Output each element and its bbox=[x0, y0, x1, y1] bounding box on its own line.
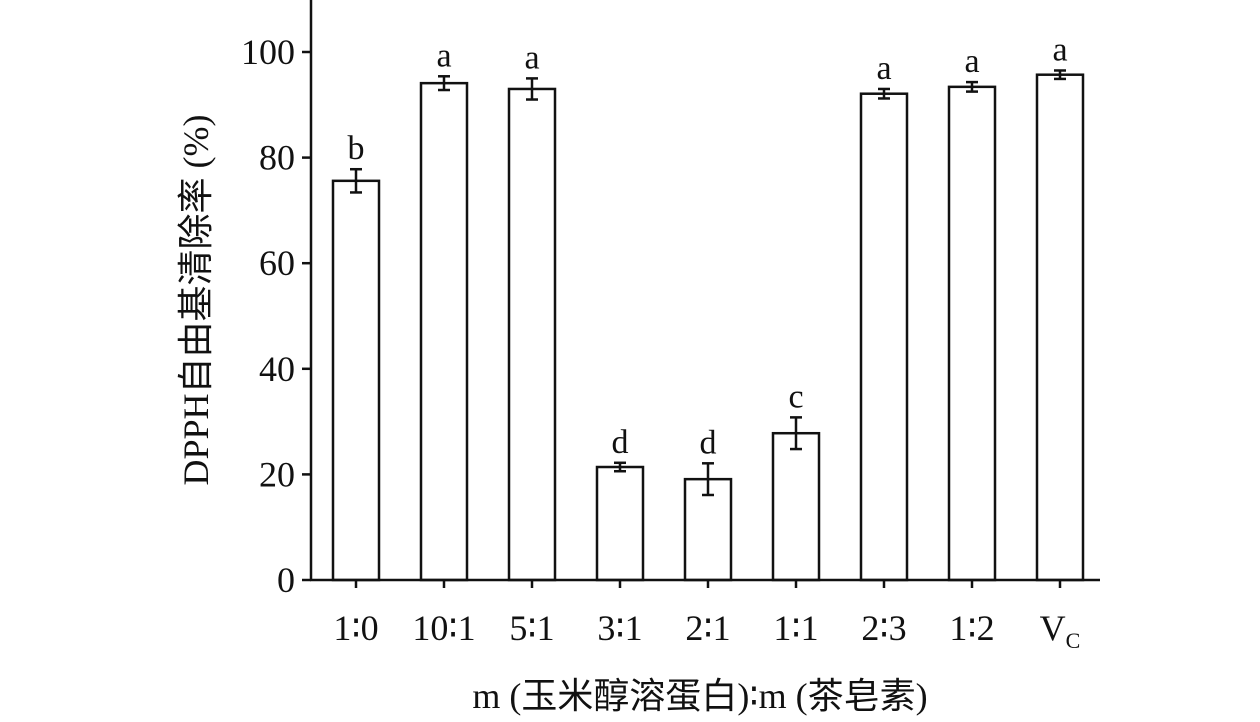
significance-labels-layer: b a a d d c a a a bbox=[348, 31, 1068, 461]
y-tick-label: 80 bbox=[259, 138, 295, 178]
significance-label: a bbox=[876, 50, 891, 87]
significance-label: a bbox=[964, 43, 979, 80]
x-tick-label: 2∶1 bbox=[685, 608, 730, 648]
bars-layer bbox=[331, 73, 1085, 582]
x-tick-label: 1∶1 bbox=[773, 608, 818, 648]
bar bbox=[595, 465, 645, 582]
significance-label: b bbox=[348, 130, 365, 167]
bar bbox=[331, 179, 381, 582]
x-axis-title: m (玉米醇溶蛋白)∶m (茶皂素) bbox=[472, 676, 927, 716]
significance-label: c bbox=[788, 378, 803, 415]
x-tick-label: 1∶0 bbox=[333, 608, 378, 648]
y-tick-label: 20 bbox=[259, 454, 295, 494]
bar bbox=[771, 431, 821, 582]
y-tick-label: 100 bbox=[241, 32, 295, 72]
significance-label: d bbox=[612, 424, 629, 461]
x-tick-label: 5∶1 bbox=[509, 608, 554, 648]
y-tick-label: 0 bbox=[277, 560, 295, 600]
x-tick-label: 3∶1 bbox=[597, 608, 642, 648]
significance-label: a bbox=[1052, 31, 1067, 68]
x-tick-labels-layer: 1∶0 10∶1 5∶1 3∶1 2∶1 1∶1 2∶3 1∶2 VC bbox=[333, 580, 1080, 653]
bar bbox=[419, 81, 469, 582]
error-bars-layer bbox=[350, 69, 1066, 497]
y-axis-title: DPPH自由基清除率 (%) bbox=[176, 114, 216, 485]
bar bbox=[859, 92, 909, 582]
significance-label: a bbox=[524, 39, 539, 76]
y-tick-label: 40 bbox=[259, 349, 295, 389]
x-tick-label: 2∶3 bbox=[861, 608, 906, 648]
x-tick-label: VC bbox=[1040, 608, 1081, 653]
bar bbox=[1035, 73, 1085, 582]
x-tick-label: 1∶2 bbox=[949, 608, 994, 648]
x-tick-label: 10∶1 bbox=[412, 608, 475, 648]
significance-label: d bbox=[700, 424, 717, 461]
y-ticks-layer: 0 20 40 60 80 100 bbox=[241, 32, 311, 600]
bar bbox=[507, 87, 557, 582]
significance-label: a bbox=[436, 37, 451, 74]
y-tick-label: 60 bbox=[259, 243, 295, 283]
bar bbox=[947, 85, 997, 582]
